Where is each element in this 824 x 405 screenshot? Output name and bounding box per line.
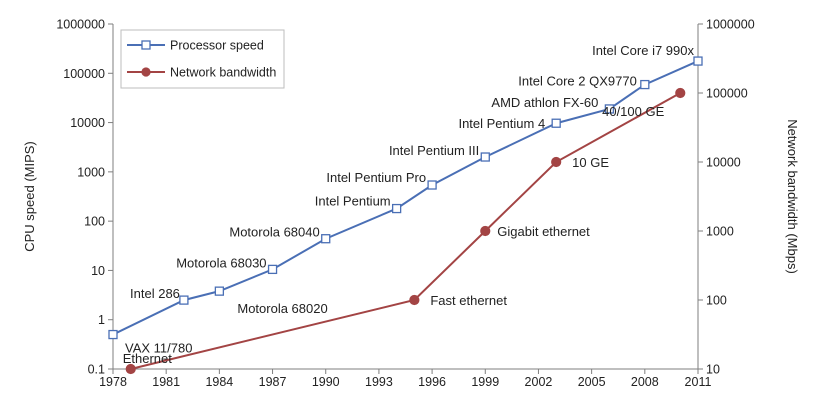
x-tick-label: 1984: [205, 375, 233, 389]
left-y-tick-label: 10: [91, 264, 105, 278]
left-y-tick-label: 1000: [77, 165, 105, 179]
x-tick-label: 1990: [312, 375, 340, 389]
network-bandwidth-line: [130, 92, 681, 370]
processor-speed-point: [551, 118, 561, 128]
plot-area: [108, 56, 703, 375]
right-y-axis-title: Network bandwidth (Mbps): [785, 119, 800, 274]
right-y-tick-label: 100000: [706, 87, 748, 101]
right-y-tick-label: 10000: [706, 156, 741, 170]
network-bandwidth-point: [675, 87, 686, 99]
left-y-tick-label: 0.1: [88, 363, 105, 377]
point-label: Intel Core 2 QX9770: [518, 74, 637, 89]
legend-entry-label: Processor speed: [170, 39, 264, 53]
point-label: Fast ethernet: [430, 293, 507, 308]
legend-entry-label: Network bandwidth: [170, 66, 276, 80]
left-y-tick-label: 100000: [63, 67, 105, 81]
point-label: 10 GE: [572, 155, 609, 170]
legend-square-marker: [141, 40, 151, 50]
left-y-tick-label: 1: [98, 313, 105, 327]
processor-speed-point: [214, 286, 225, 296]
point-label: Motorola 68040: [229, 225, 319, 240]
left-y-tick-label: 1000000: [56, 18, 105, 32]
processor-speed-point: [321, 234, 331, 244]
point-label: AMD athlon FX-60: [491, 95, 598, 110]
point-label: Intel Pentium: [315, 194, 391, 209]
point-label: Motorola 68030: [176, 255, 266, 270]
point-label: Intel Pentium Pro: [326, 170, 426, 185]
processor-speed-line: [112, 60, 699, 336]
point-label: Intel Pentium 4: [458, 116, 545, 131]
processor-speed-point: [693, 56, 703, 66]
x-tick-label: 2005: [578, 375, 606, 389]
x-tick-label: 2011: [685, 375, 712, 389]
point-label: Intel Core i7 990x: [592, 43, 694, 58]
point-label: Intel 286: [130, 286, 180, 301]
processor-speed-point: [108, 329, 118, 340]
point-label: 40/100 GE: [602, 104, 664, 119]
point-label: Gigabit ethernet: [497, 224, 590, 239]
legend: Processor speed Network bandwidth: [120, 29, 285, 89]
network-bandwidth-point: [409, 294, 420, 306]
left-y-tick-label: 10000: [70, 116, 105, 130]
left-y-axis-title: CPU speed (MIPS): [22, 141, 37, 252]
right-y-tick-label: 1000000: [706, 18, 755, 32]
x-tick-label: 1987: [259, 375, 287, 389]
processor-speed-point: [391, 203, 402, 214]
annotation-label: Motorola 68020: [237, 301, 327, 316]
processor-speed-point: [604, 104, 615, 114]
network-bandwidth-point: [551, 156, 562, 168]
processor-speed-point: [480, 152, 490, 162]
x-tick-label: 1993: [365, 375, 393, 389]
x-tick-label: 1981: [152, 375, 180, 389]
point-label: Ethernet: [123, 351, 173, 366]
x-tick-label: 2002: [525, 375, 553, 389]
processor-speed-point: [427, 180, 437, 190]
left-y-tick-label: 100: [84, 215, 105, 229]
network-bandwidth-point: [480, 225, 491, 237]
point-label: Intel Pentium III: [389, 143, 479, 158]
annotations: VAX 11/780 Intel 286 Motorola 68030 Motorol…: [123, 43, 695, 366]
x-tick-label: 1978: [99, 375, 127, 389]
legend-box: [120, 29, 285, 89]
x-tick-label: 1996: [418, 375, 446, 389]
point-label: VAX 11/780: [125, 341, 192, 356]
right-y-tick-label: 100: [706, 294, 727, 308]
processor-speed-point: [267, 264, 278, 275]
processor-speed-point: [179, 295, 189, 305]
axes: 1978 1981 1984 1987 1990 1993 1996 1999 2002 2005…: [22, 18, 800, 390]
right-y-tick-label: 10: [706, 363, 720, 377]
x-tick-label: 2008: [631, 375, 659, 389]
processor-speed-point: [640, 79, 650, 90]
x-tick-label: 1999: [471, 375, 499, 389]
network-bandwidth-point: [125, 363, 136, 375]
legend-circle-marker: [141, 67, 151, 77]
right-y-tick-label: 1000: [706, 225, 734, 239]
